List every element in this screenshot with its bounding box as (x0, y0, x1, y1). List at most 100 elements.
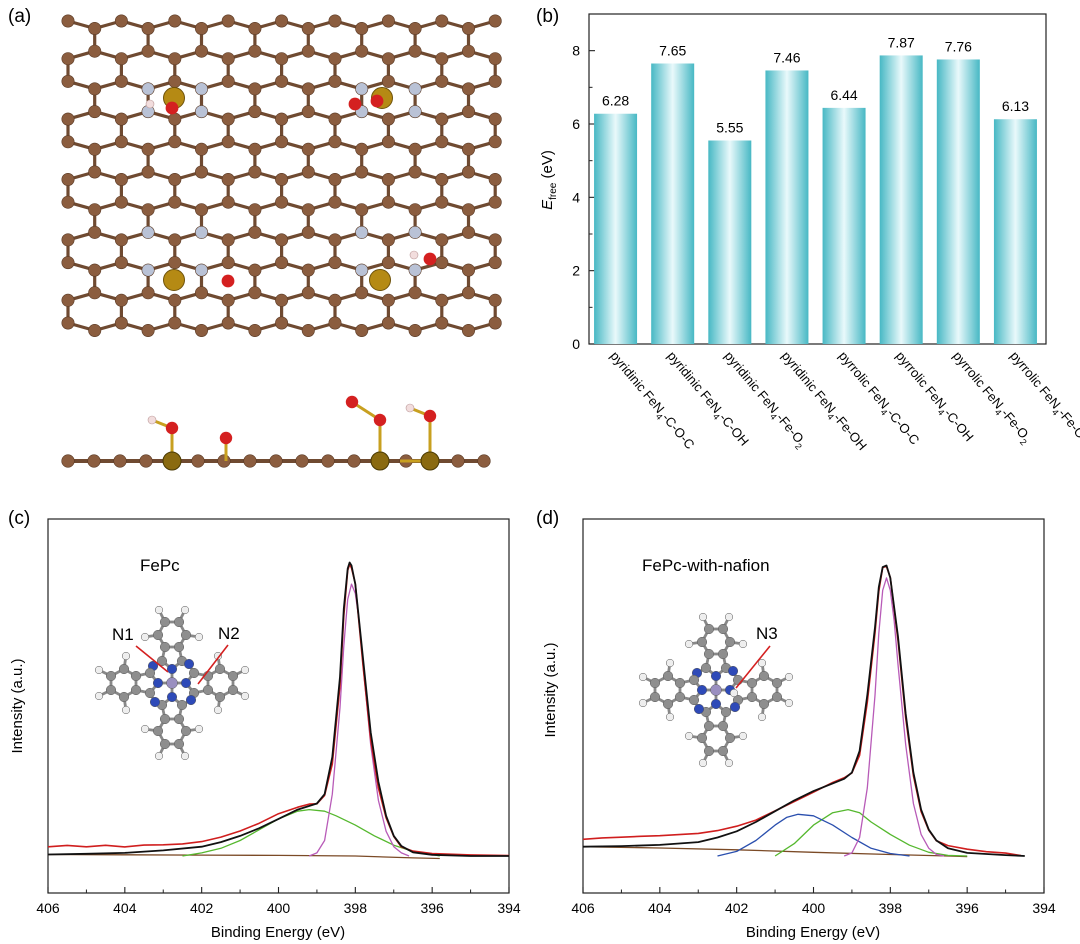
xtick-label: 400 (267, 900, 291, 916)
carbon-atom (301, 165, 315, 179)
hydrogen-atom (180, 605, 190, 615)
carbon-atom (355, 323, 369, 337)
xtick-label: 396 (420, 900, 444, 916)
carbon-atom (114, 52, 128, 66)
bar (822, 107, 866, 344)
carbon-atom (248, 323, 262, 337)
nitrogen-atom (693, 703, 705, 715)
carbon-atom (435, 173, 449, 187)
hydrogen-atom (665, 658, 675, 668)
carbon-atom (461, 165, 475, 179)
carbon-atom (221, 52, 235, 66)
carbon-atom (141, 142, 155, 156)
carbon-atom (649, 677, 661, 689)
carbon-atom (188, 667, 200, 679)
bar-value-label: 7.87 (888, 34, 915, 50)
series-envelope (582, 564, 1025, 857)
carbon-atom (88, 263, 102, 277)
category-prefix: pyridinic FeN (607, 348, 667, 416)
carbon-atom (488, 173, 502, 187)
carbon-atom (703, 745, 715, 757)
category-subscript: 4 (879, 407, 890, 417)
carbon-atom (88, 165, 102, 179)
carbon-atom (461, 44, 475, 58)
n2-pointer (197, 644, 229, 685)
carbon-atom (141, 203, 155, 217)
graphene-structure-top-view (61, 14, 502, 337)
category-subscript: 4 (711, 412, 722, 422)
carbon-atom (105, 670, 117, 682)
carbon-atom (758, 698, 770, 710)
carbon-atom (248, 105, 262, 119)
carbon-atom (381, 173, 395, 187)
xtick-label: 398 (879, 900, 903, 916)
carbon-atom (301, 142, 315, 156)
carbon-atom (408, 286, 422, 300)
chart-d-frame (582, 518, 1045, 894)
carbon-atom (488, 233, 502, 247)
carbon-atom (168, 135, 182, 149)
carbon-atom (227, 670, 239, 682)
carbon-atom (88, 323, 102, 337)
series-background (582, 846, 968, 858)
hydrogen-atom (738, 731, 748, 741)
carbon-atom (408, 323, 422, 337)
hydrogen-atom (757, 658, 767, 668)
category-prefix: pyrrolic FeN (836, 348, 893, 411)
carbon-atom (381, 112, 395, 126)
carbon-atom (195, 286, 209, 300)
carbon-atom (114, 112, 128, 126)
xtick-label: 406 (36, 900, 60, 916)
carbon-atom (141, 44, 155, 58)
xtick-label: 404 (648, 900, 672, 916)
carbon-atom (435, 112, 449, 126)
carbon-atom (195, 142, 209, 156)
carbon-atom (159, 616, 171, 628)
nitrogen-atom (729, 701, 741, 713)
carbon-atom (381, 293, 395, 307)
category-suffix: -C-OH (941, 406, 977, 444)
carbon-atom (118, 691, 130, 703)
category-prefix: pyrrolic FeN (950, 348, 1007, 411)
carbon-atom (195, 44, 209, 58)
carbon-atom (328, 233, 342, 247)
carbon-atom (703, 720, 715, 732)
nitrogen-atom (710, 698, 722, 710)
panel-label-d: (d) (536, 508, 559, 529)
bar (879, 55, 923, 344)
carbon-atom (451, 454, 465, 468)
carbon-atom (301, 44, 315, 58)
hydrogen-atom (154, 751, 164, 761)
carbon-atom (328, 173, 342, 187)
carbon-atom (408, 21, 422, 35)
fepc-molecule (94, 605, 250, 761)
carbon-atom (355, 142, 369, 156)
carbon-atom (87, 454, 101, 468)
carbon-atom (61, 135, 75, 149)
carbon-atom (301, 225, 315, 239)
carbon-atom (488, 316, 502, 330)
hydrogen-atom (784, 672, 794, 682)
carbon-atom (173, 738, 185, 750)
carbon-atom (488, 112, 502, 126)
category-subscript: 4 (993, 407, 1004, 417)
xtick-label: 402 (725, 900, 749, 916)
carbon-atom (248, 82, 262, 96)
carbon-atom (703, 648, 715, 660)
carbon-atom (724, 636, 736, 648)
category-suffix: -Fe-OH (831, 410, 870, 453)
xtick-label: 398 (344, 900, 368, 916)
xtick-label: 402 (190, 900, 214, 916)
carbon-atom (301, 21, 315, 35)
bar (594, 113, 638, 344)
hydrogen-atom (213, 651, 223, 661)
series-peak_main (308, 583, 410, 857)
carbon-atom (662, 670, 674, 682)
carbon-atom (88, 44, 102, 58)
bar-value-label: 6.28 (602, 93, 629, 109)
carbon-atom (461, 286, 475, 300)
n3-pointer (735, 645, 771, 689)
carbon-atom (159, 641, 171, 653)
carbon-atom (435, 293, 449, 307)
nitrogen-atom (195, 263, 209, 277)
